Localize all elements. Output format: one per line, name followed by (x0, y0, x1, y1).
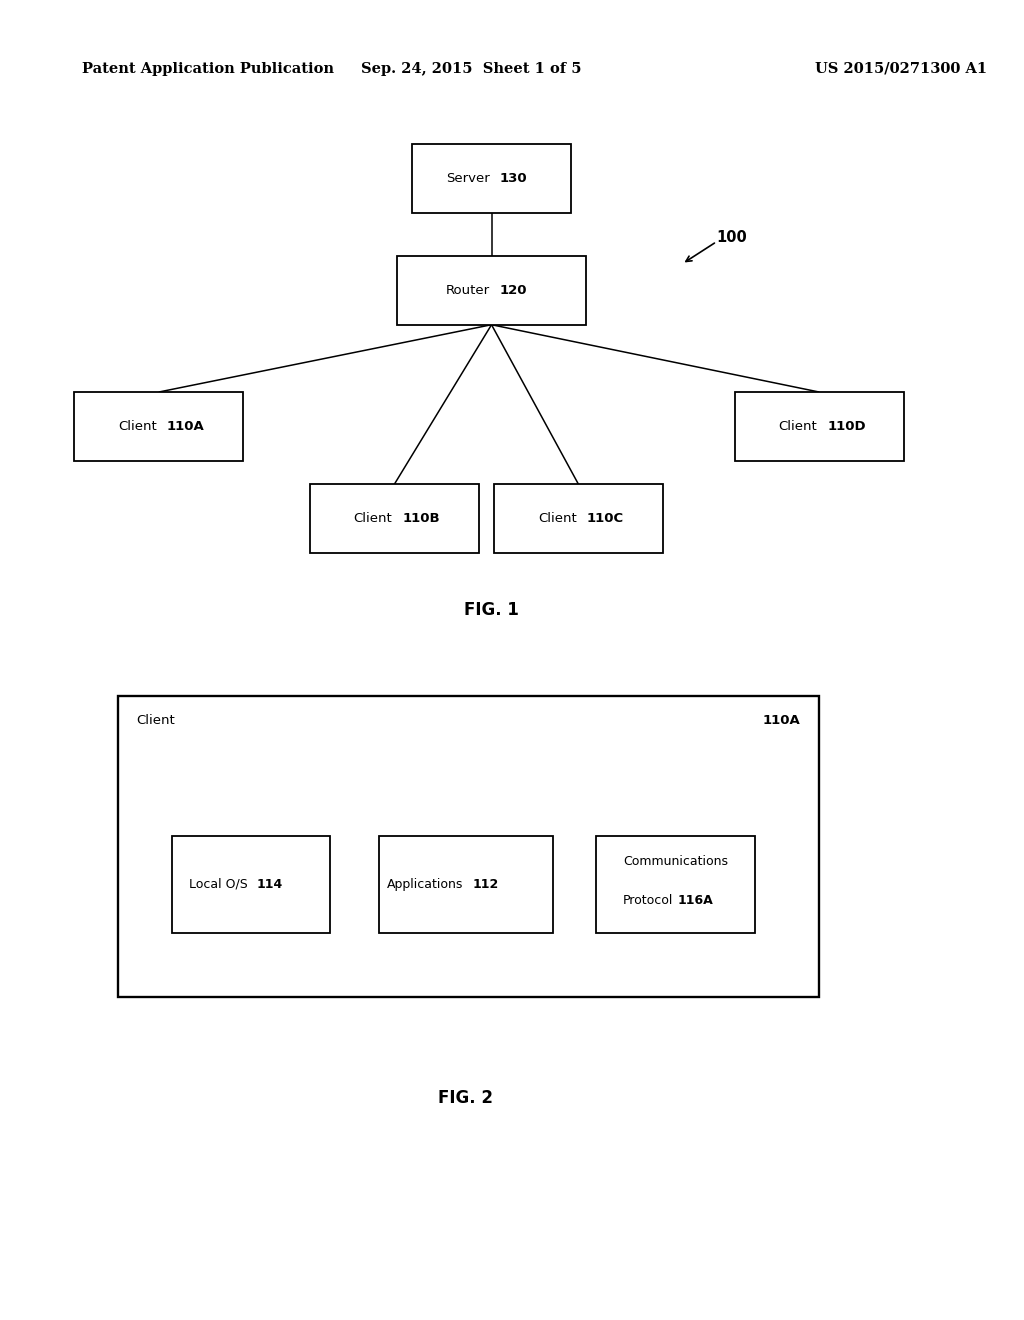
Bar (596, 837, 756, 932)
Bar (396, 256, 586, 325)
Text: 110C: 110C (587, 512, 624, 525)
Text: 110D: 110D (827, 420, 866, 433)
Text: 114: 114 (257, 878, 284, 891)
Text: 130: 130 (500, 172, 527, 185)
Text: 112: 112 (472, 878, 499, 891)
Text: Patent Application Publication: Patent Application Publication (82, 62, 334, 75)
Text: Sep. 24, 2015  Sheet 1 of 5: Sep. 24, 2015 Sheet 1 of 5 (360, 62, 582, 75)
Text: Server: Server (445, 172, 489, 185)
Text: Protocol: Protocol (623, 894, 673, 907)
Bar (494, 484, 664, 553)
Text: Client: Client (778, 420, 817, 433)
Bar (171, 837, 330, 932)
Bar (309, 484, 479, 553)
Text: Local O/S: Local O/S (189, 878, 248, 891)
Text: Client: Client (538, 512, 577, 525)
Text: 100: 100 (717, 230, 748, 246)
Text: Client: Client (136, 714, 175, 727)
Text: 110B: 110B (402, 512, 440, 525)
Text: Router: Router (445, 284, 489, 297)
Text: 116A: 116A (678, 894, 714, 907)
Text: 120: 120 (500, 284, 527, 297)
Text: FIG. 1: FIG. 1 (464, 601, 519, 619)
Bar (379, 837, 553, 932)
Bar (74, 392, 244, 461)
Bar (118, 696, 819, 997)
Text: Communications: Communications (624, 855, 728, 869)
Text: 110A: 110A (167, 420, 205, 433)
Text: US 2015/0271300 A1: US 2015/0271300 A1 (815, 62, 987, 75)
Text: Client: Client (353, 512, 392, 525)
Text: Client: Client (118, 420, 157, 433)
Text: Applications: Applications (386, 878, 463, 891)
Text: FIG. 2: FIG. 2 (438, 1089, 494, 1107)
Bar (735, 392, 904, 461)
Text: 110A: 110A (763, 714, 801, 727)
Bar (412, 144, 571, 213)
